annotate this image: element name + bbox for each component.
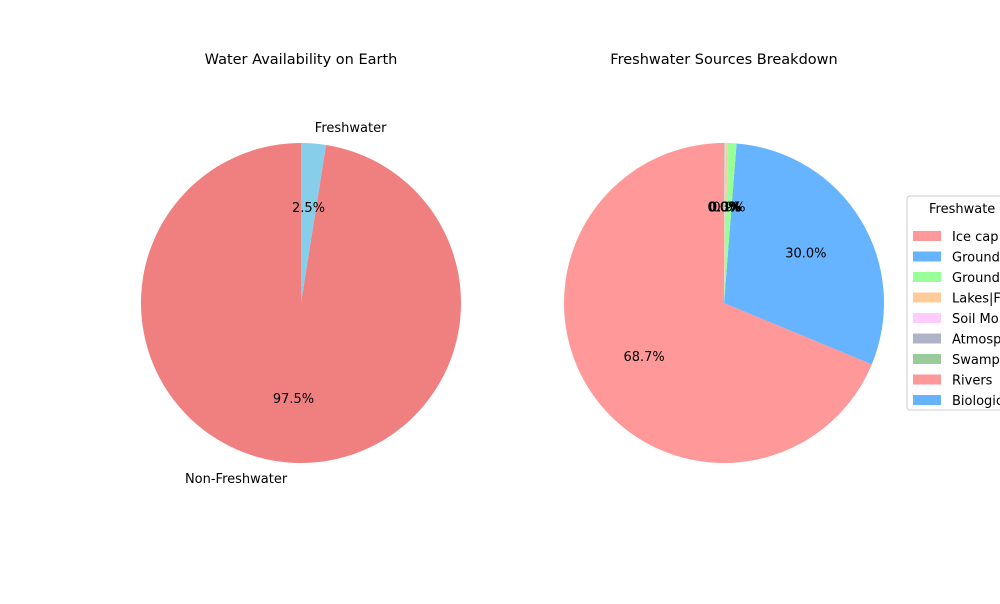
legend-entry: Lakes|F [952, 292, 1000, 307]
legend-swatch [913, 375, 941, 385]
slice-label: Non-Freshwater [185, 472, 288, 487]
legend-entry: Ground [952, 271, 1000, 286]
legend-entry: Swamp [952, 353, 1000, 368]
chart-title-1: Water Availability on Earth [205, 52, 398, 68]
legend-entry: Ice cap [952, 230, 998, 245]
legend-swatch [913, 293, 941, 303]
legend-swatch [913, 334, 941, 344]
legend-entry: Ground [952, 251, 1000, 266]
slice-pct-label: 0.0% [707, 201, 740, 216]
legend-swatch [913, 252, 941, 262]
legend-swatch [913, 313, 941, 323]
legend-entry: Rivers [952, 374, 993, 389]
legend-swatch [913, 272, 941, 282]
chart-title-2: Freshwater Sources Breakdown [610, 52, 837, 68]
legend-swatch [913, 395, 941, 405]
pie-slice [141, 143, 461, 463]
slice-pct-label: 68.7% [623, 350, 664, 365]
legend: Freshwate Ice cap Ground Ground Lakes|F Soil… [907, 196, 1000, 410]
legend-entry: Soil Mo [952, 312, 999, 327]
pie-water-availability: 97.5% Non-Freshwater 2.5% Freshwater [141, 121, 461, 487]
pie-freshwater-sources: 68.7%30.0%0.9%0.3%0.0%0.0%0.0%0.0%0.0% [564, 143, 884, 463]
slice-label: Freshwater [315, 121, 387, 136]
legend-title: Freshwate [929, 202, 995, 217]
slice-pct-label: 2.5% [292, 201, 325, 216]
legend-entry: Biologic [952, 394, 1000, 409]
legend-entry: Atmosp [952, 333, 1000, 348]
legend-swatch [913, 354, 941, 364]
slice-pct-label: 97.5% [273, 392, 314, 407]
slice-pct-label: 30.0% [785, 246, 826, 261]
legend-swatch [913, 231, 941, 241]
legend-items: Ice cap Ground Ground Lakes|F Soil Mo Atmosp S… [913, 230, 1000, 409]
